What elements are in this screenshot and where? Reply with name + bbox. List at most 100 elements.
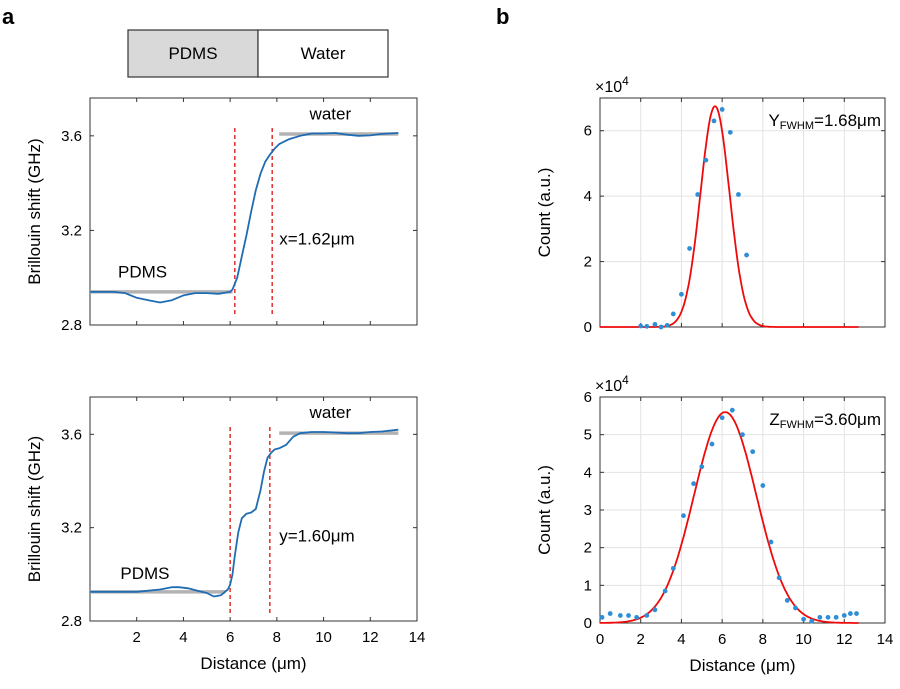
y-tick-label: 5 bbox=[584, 427, 592, 444]
fwhm-label: YFWHM=1.68μm bbox=[768, 111, 881, 132]
data-point bbox=[768, 539, 774, 545]
y-tick-label: 2.8 bbox=[61, 317, 82, 334]
data-point bbox=[670, 311, 676, 317]
data-point bbox=[729, 407, 735, 413]
data-point bbox=[662, 588, 668, 594]
y-axis-label: Brillouin shift (GHz) bbox=[25, 138, 44, 284]
data-point bbox=[681, 513, 686, 519]
axes-box bbox=[599, 97, 886, 328]
data-point bbox=[670, 565, 676, 571]
water-legend-label: Water bbox=[301, 44, 346, 63]
chart-annotation: water bbox=[309, 403, 352, 422]
y-exponent-label: ×104 bbox=[595, 74, 629, 96]
chart-annotation: water bbox=[309, 104, 352, 123]
y-axis-label: Count (a.u.) bbox=[535, 168, 554, 258]
data-point bbox=[634, 614, 640, 620]
x-tick-label: 14 bbox=[409, 629, 426, 646]
data-point bbox=[809, 618, 815, 624]
data-point bbox=[736, 192, 741, 197]
gaussian-fit-line bbox=[600, 411, 859, 624]
data-point bbox=[760, 483, 766, 488]
data-point bbox=[744, 252, 749, 258]
data-point bbox=[776, 575, 782, 581]
data-point bbox=[833, 614, 839, 620]
data-point bbox=[644, 613, 650, 618]
panel-b-label: b bbox=[496, 4, 509, 29]
data-point bbox=[847, 611, 853, 616]
x-tick-label: 0 bbox=[596, 631, 604, 648]
y-tick-label: 3.2 bbox=[61, 222, 82, 239]
data-point bbox=[740, 432, 745, 438]
chart-brillouin-x: 2.8 3.2 3.6 Brillouin shift (GHz) water PDMS x… bbox=[25, 97, 418, 334]
y-tick-label: 3.6 bbox=[61, 128, 82, 145]
y-tick-label: 4 bbox=[584, 188, 592, 205]
chart-annotation: PDMS bbox=[120, 564, 169, 583]
y-tick-label: 6 bbox=[584, 123, 592, 140]
brillouin-series-line bbox=[90, 132, 399, 304]
data-point bbox=[719, 415, 725, 421]
chart-annotation: PDMS bbox=[118, 263, 167, 282]
x-tick-label: 6 bbox=[718, 631, 726, 648]
x-tick-label: 12 bbox=[362, 629, 379, 646]
chart-annotation: y=1.60μm bbox=[279, 527, 354, 546]
data-point bbox=[719, 107, 725, 112]
data-point bbox=[644, 323, 650, 329]
x-tick-label: 8 bbox=[273, 629, 281, 646]
data-point bbox=[841, 613, 847, 618]
data-point bbox=[691, 481, 697, 487]
y-tick-label: 1 bbox=[584, 577, 592, 594]
data-point bbox=[679, 291, 684, 297]
data-point bbox=[638, 323, 644, 329]
x-axis-label: Distance (μm) bbox=[200, 654, 306, 673]
y-tick-label: 0 bbox=[584, 319, 592, 336]
y-tick-label: 3 bbox=[584, 502, 592, 519]
y-axis-label: Brillouin shift (GHz) bbox=[25, 436, 44, 582]
data-point bbox=[825, 614, 831, 620]
data-point bbox=[711, 118, 717, 124]
data-point bbox=[599, 614, 605, 620]
y-tick-label: 0 bbox=[584, 615, 592, 632]
data-point bbox=[652, 321, 658, 327]
chart-brillouin-y: 2 4 6 8 10 12 14 2.8 3.2 3.6 Brillouin shift (GHz)… bbox=[25, 396, 426, 673]
axes-box bbox=[89, 396, 418, 622]
x-tick-label: 6 bbox=[226, 629, 234, 646]
data-point bbox=[687, 246, 692, 251]
brillouin-series-line bbox=[90, 428, 399, 598]
y-tick-label: 6 bbox=[584, 389, 592, 406]
y-exponent-label: ×104 bbox=[595, 373, 629, 395]
y-tick-label: 2 bbox=[584, 540, 592, 557]
data-point bbox=[817, 614, 823, 620]
data-point bbox=[652, 607, 658, 613]
pdms-legend-cell bbox=[127, 29, 259, 78]
x-tick-label: 12 bbox=[836, 631, 853, 648]
y-tick-label: 4 bbox=[584, 464, 592, 481]
x-tick-label: 2 bbox=[637, 631, 645, 648]
chart-count-y: 0 2 4 6 Count (a.u.) ×104 YFWHM=1.68μm bbox=[535, 74, 886, 336]
x-tick-label: 2 bbox=[133, 629, 141, 646]
data-point bbox=[709, 441, 715, 447]
data-point bbox=[607, 611, 613, 616]
x-axis-label: Distance (μm) bbox=[689, 656, 795, 675]
chart-annotation: x=1.62μm bbox=[279, 230, 354, 249]
data-point bbox=[695, 192, 701, 197]
fwhm-label: ZFWHM=3.60μm bbox=[769, 410, 881, 431]
data-point bbox=[626, 613, 631, 618]
axes-box bbox=[89, 97, 418, 326]
data-point bbox=[801, 616, 806, 622]
data-point bbox=[658, 324, 664, 330]
gaussian-fit-line bbox=[600, 105, 859, 328]
material-legend-box: PDMS Water bbox=[127, 29, 389, 78]
pdms-legend-label: PDMS bbox=[168, 44, 217, 63]
water-legend-cell bbox=[257, 29, 389, 78]
data-point bbox=[664, 322, 670, 328]
x-tick-label: 10 bbox=[315, 629, 332, 646]
data-point bbox=[727, 129, 733, 135]
data-point bbox=[793, 605, 798, 611]
data-point bbox=[699, 464, 705, 470]
y-axis-label: Count (a.u.) bbox=[535, 465, 554, 555]
x-tick-label: 8 bbox=[759, 631, 767, 648]
y-tick-label: 2.8 bbox=[61, 613, 82, 630]
data-point bbox=[854, 611, 859, 616]
